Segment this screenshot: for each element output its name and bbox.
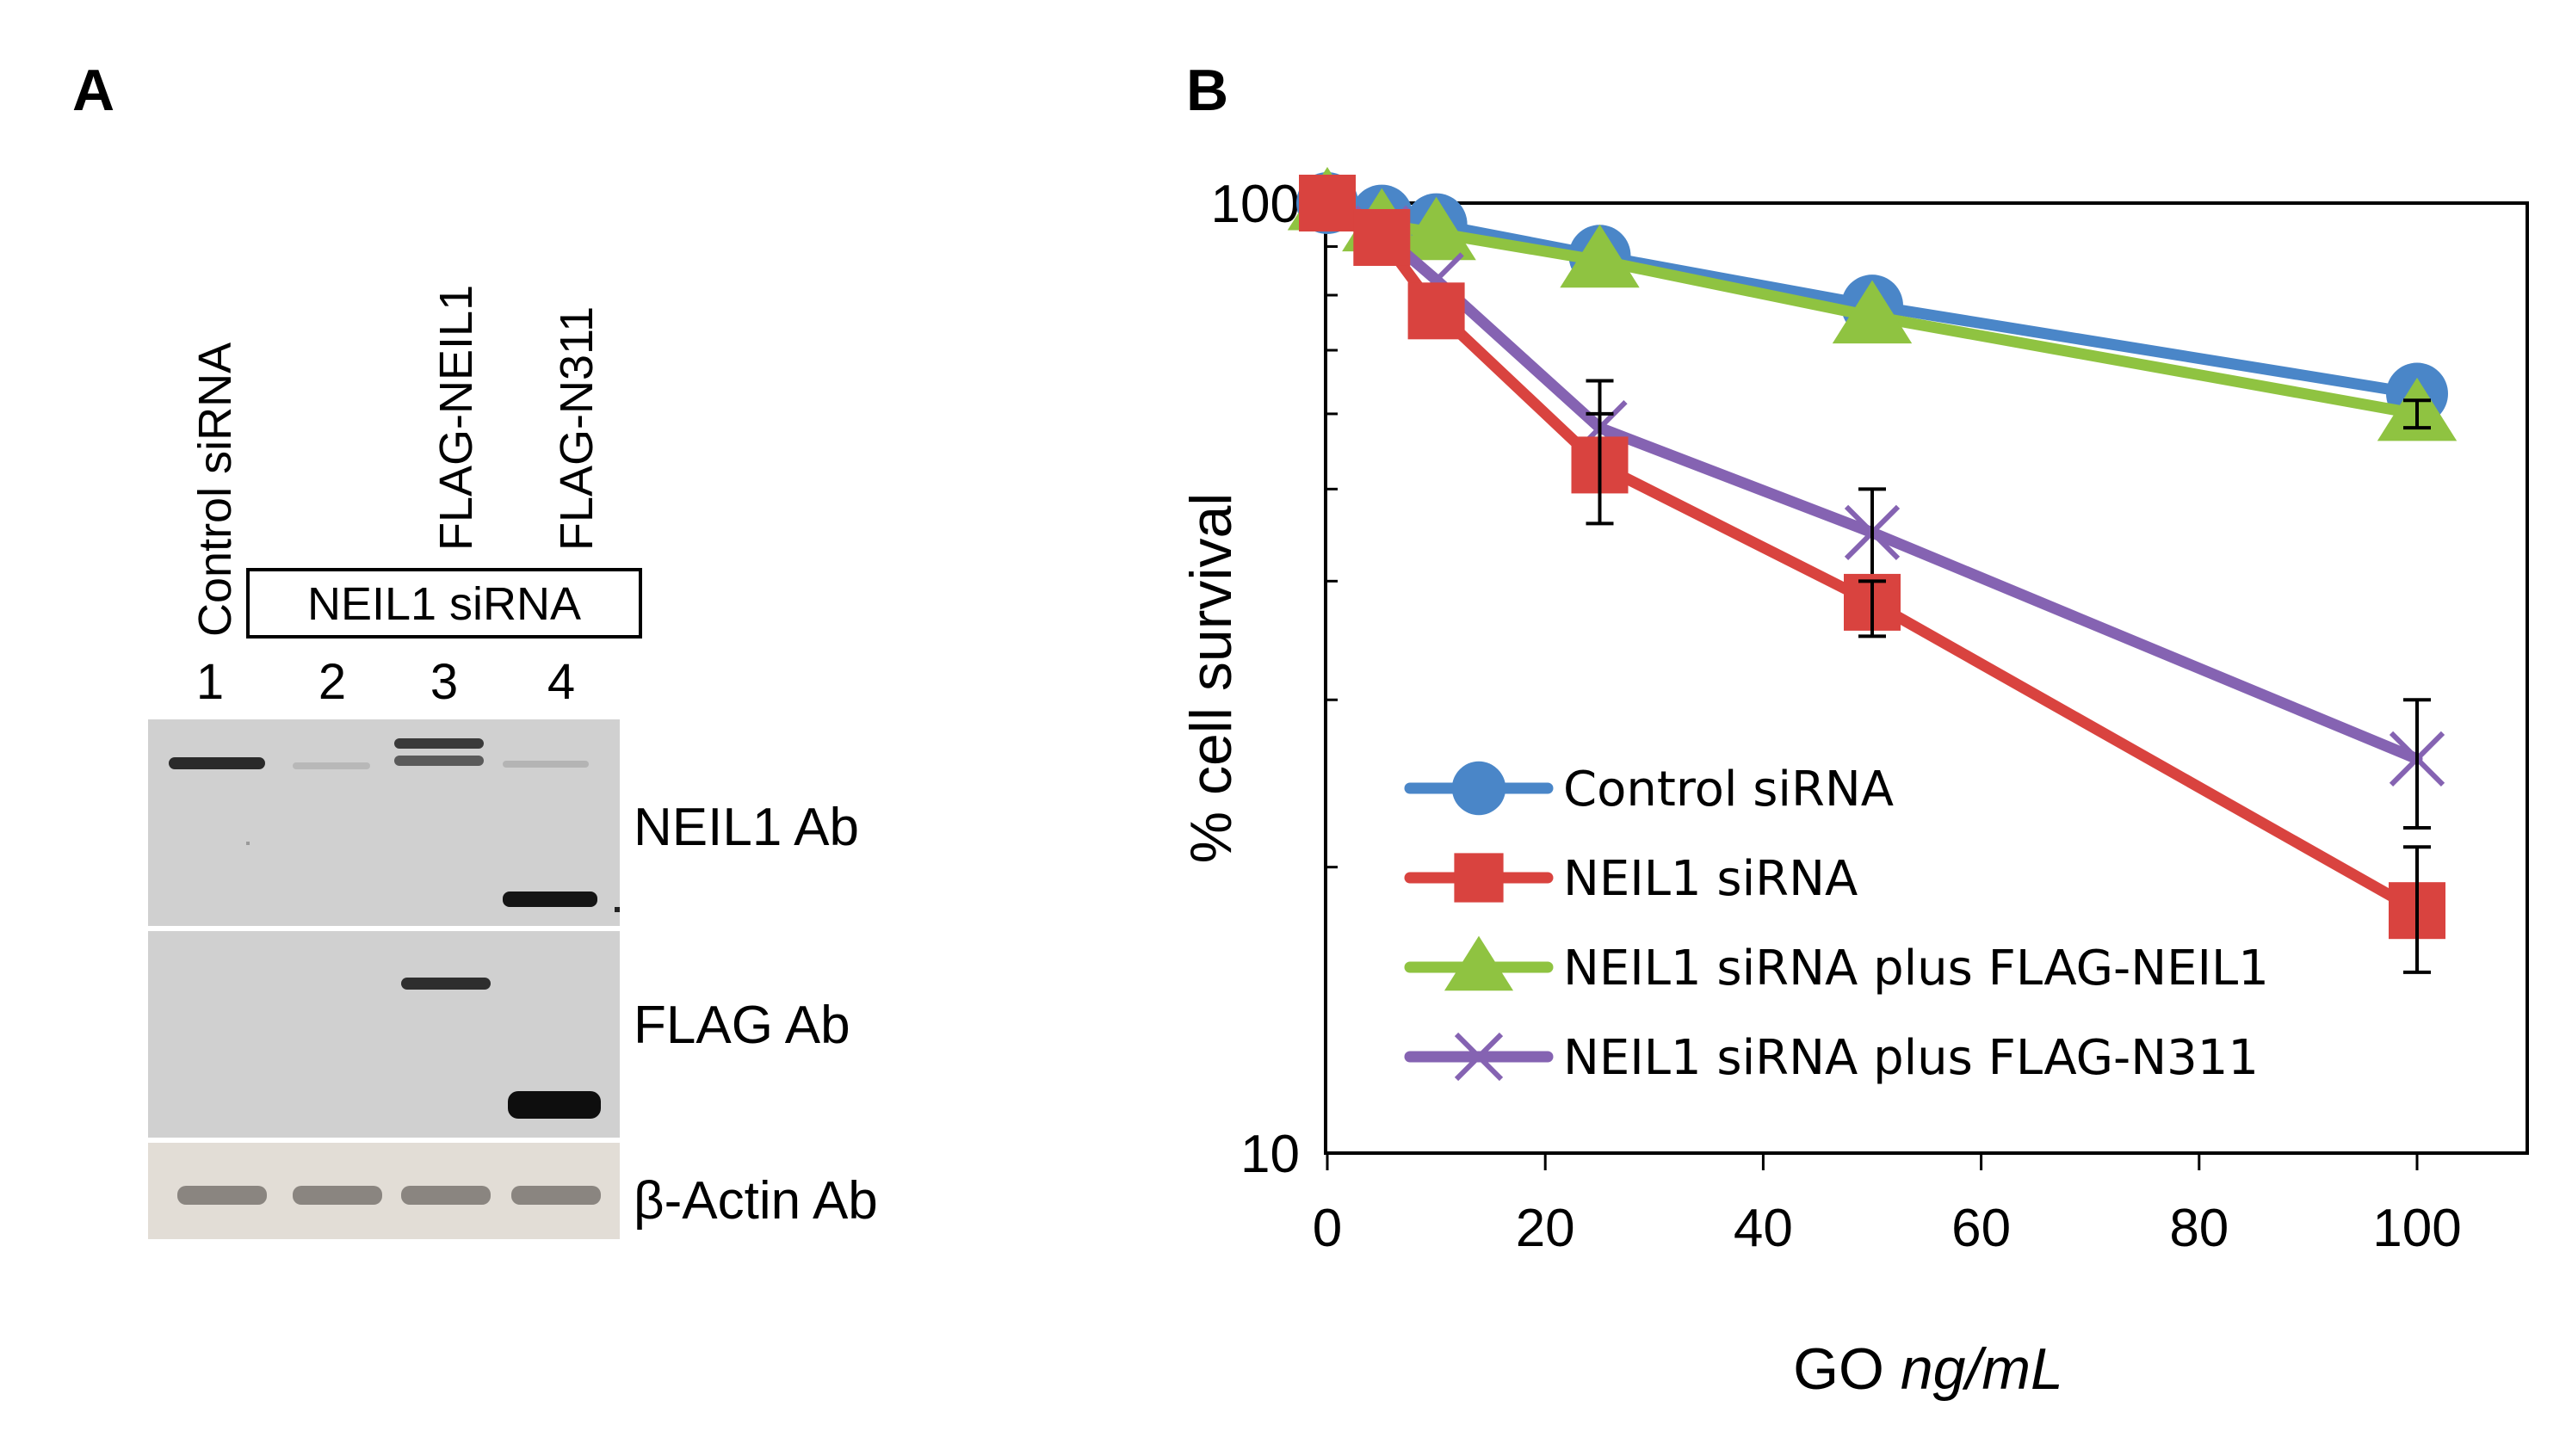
series-layer (1287, 167, 2458, 974)
y-tick-label: 100 (1211, 175, 1300, 234)
speck (615, 907, 620, 912)
neil1-sirna-bracket-label: NEIL1 siRNA (307, 578, 581, 630)
x-tick-label: 60 (1951, 1199, 2011, 1258)
panel-b-letter: B (1186, 58, 1228, 123)
lane-number: 1 (196, 654, 224, 710)
panel-a-letter: A (72, 58, 114, 123)
band-lane4-actin (511, 1186, 601, 1205)
legend-entry: NEIL1 siRNA (1404, 851, 1858, 907)
data-point (1353, 208, 1411, 266)
legend-swatch-marker (1454, 853, 1504, 903)
x-axis-title-prefix: GO (1793, 1336, 1884, 1402)
legend: Control siRNA NEIL1 siRNA NEIL1 siRNA plus… (1404, 761, 2269, 1086)
data-point (1396, 196, 1476, 261)
band-lane3-lower (394, 756, 484, 766)
band-lane3 (394, 738, 484, 749)
legend-entry: NEIL1 siRNA plus FLAG-NEIL1 (1404, 935, 2269, 996)
x-tick-label: 100 (2372, 1199, 2461, 1258)
x-axis-title-unit: ng/mL (1901, 1336, 2063, 1402)
legend-label: NEIL1 siRNA plus FLAG-N311 (1563, 1030, 2259, 1086)
x-tick-label: 20 (1516, 1199, 1575, 1258)
lane-number: 2 (318, 654, 346, 710)
lane3-label: FLAG-NEIL1 (430, 285, 482, 551)
legend-swatch-marker (1454, 1032, 1504, 1082)
legend-label: NEIL1 siRNA plus FLAG-NEIL1 (1563, 941, 2269, 996)
lane-number: 3 (430, 654, 458, 710)
speck (246, 842, 250, 845)
data-point (1560, 224, 1640, 288)
legend-entry: Control siRNA (1404, 761, 1894, 817)
lane-number: 4 (547, 654, 575, 710)
lane4-label: FLAG-N311 (551, 306, 603, 551)
legend-label: NEIL1 siRNA (1563, 851, 1858, 907)
band-lane1-actin (177, 1186, 267, 1205)
band-lane3-actin (401, 1186, 491, 1205)
plot-frame (1324, 201, 2529, 1155)
y-axis-title: % cell survival (1178, 493, 1244, 864)
actin-ab-label: β-Actin Ab (634, 1171, 878, 1231)
neil1-blot (148, 719, 620, 926)
neil1-ab-label: NEIL1 Ab (634, 798, 859, 857)
data-point (1407, 282, 1465, 340)
neil1-sirna-bracket (246, 568, 642, 639)
band-lane4-faint (503, 761, 589, 768)
data-point (1832, 280, 1913, 344)
panel-a: A Control siRNA FLAG-NEIL1 FLAG-N311 NEI… (72, 58, 878, 1239)
band-lane4-flag (508, 1091, 601, 1119)
flag-blot (148, 931, 620, 1138)
legend-entry: NEIL1 siRNA plus FLAG-N311 (1404, 1030, 2259, 1086)
band-lane1 (169, 757, 265, 769)
x-tick-label: 40 (1734, 1199, 1793, 1258)
series-square (1299, 175, 2445, 974)
x-axis-title: GO ng/mL (1793, 1336, 2063, 1402)
band-lane2-faint (293, 762, 370, 769)
band-lane3-flag (401, 978, 491, 990)
lane1-label: Control siRNA (189, 342, 241, 637)
band-lane2-actin (293, 1186, 382, 1205)
legend-swatch-marker (1451, 761, 1506, 816)
x-tick-label: 80 (2169, 1199, 2229, 1258)
x-tick-label: 0 (1313, 1199, 1342, 1258)
legend-swatch-marker (1444, 935, 1514, 991)
legend-label: Control siRNA (1563, 762, 1894, 817)
flag-ab-label: FLAG Ab (634, 996, 850, 1055)
x-marker-stroke (1454, 1032, 1504, 1082)
panel-b: B % cell survival GO ng/mL 10 100 0 20 40 60… (1178, 58, 2529, 1402)
data-point (1299, 175, 1356, 231)
actin-blot (148, 1143, 620, 1239)
x-axis: 0 20 40 60 80 100 (1313, 1153, 2462, 1258)
y-axis: 10 100 (1211, 175, 1345, 1184)
y-tick-label: 10 (1240, 1125, 1300, 1184)
band-lane4-n311 (503, 891, 597, 907)
